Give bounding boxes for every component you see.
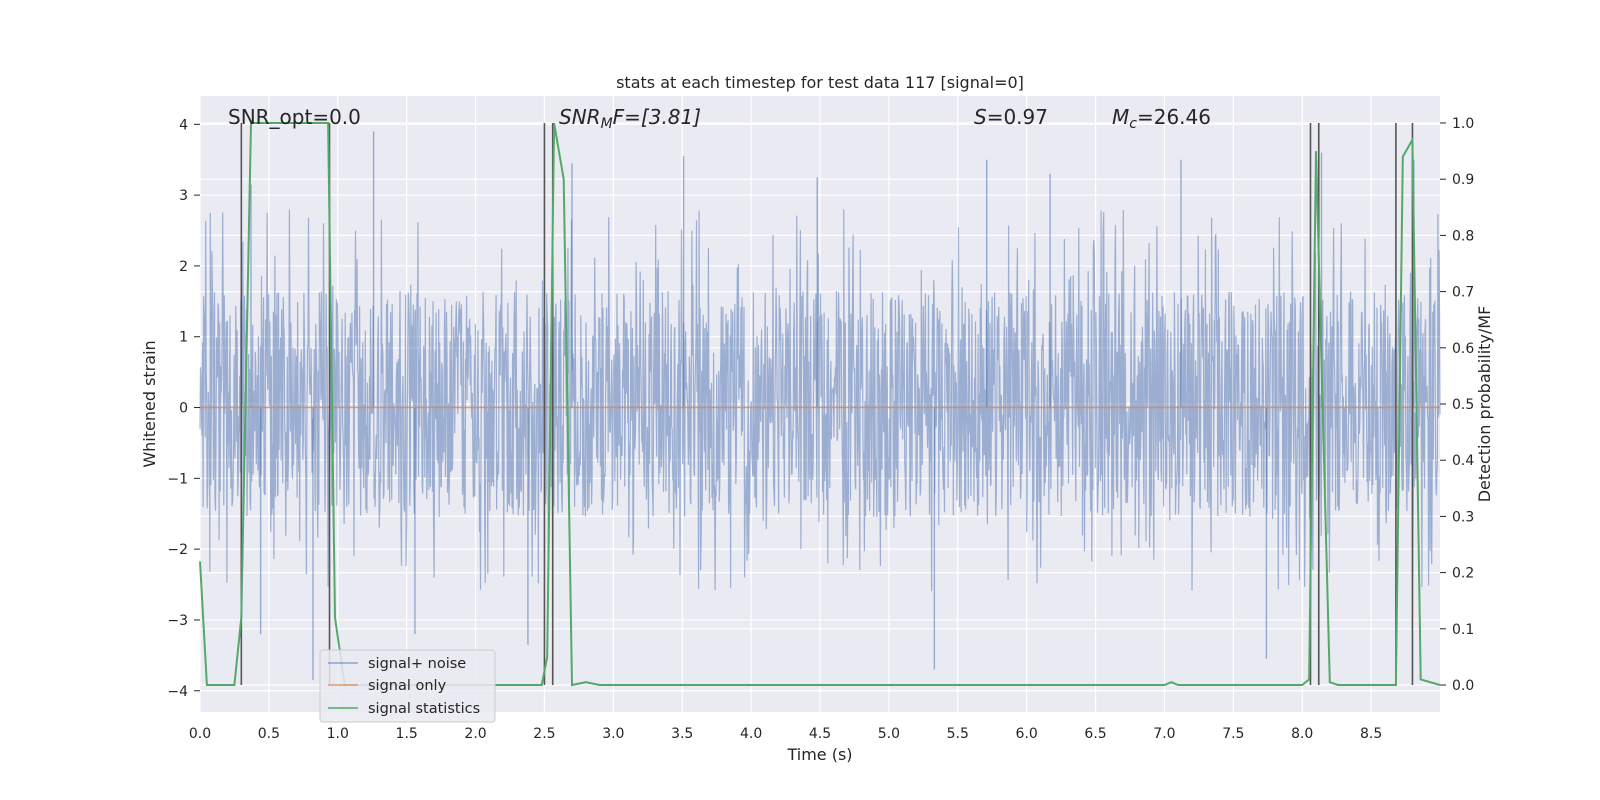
x-tick-label: 8.0 <box>1291 726 1313 742</box>
x-tick-label: 4.0 <box>740 726 762 742</box>
y-tick-label: −1 <box>167 471 188 487</box>
annotation-mc-label: M <box>1112 105 1129 129</box>
signal-noise-line <box>199 209 1441 592</box>
y2-tick-label: 0.6 <box>1452 341 1474 357</box>
y-axis-ticks: 4 3 2 1 0 −1 −2 −3 −4 <box>167 117 200 700</box>
signal-statistics-line <box>199 122 1441 687</box>
x-tick-label: 2.0 <box>464 726 486 742</box>
y-tick-label: −2 <box>167 542 188 558</box>
legend-label-signal-only: signal only <box>368 678 447 694</box>
annotation-mc-sub: c <box>1129 116 1137 132</box>
x-axis-label: Time (s) <box>786 745 852 764</box>
legend-box <box>319 649 496 723</box>
x-tick-label: 7.0 <box>1153 726 1175 742</box>
y2-tick-label: 0.9 <box>1452 172 1474 188</box>
annotation-s: S=0.97 <box>974 105 1048 129</box>
x-tick-label: 6.5 <box>1084 726 1106 742</box>
annotation-s-label: S <box>974 105 987 129</box>
chart-title: stats at each timestep for test data 117… <box>616 73 1024 92</box>
y-tick-label: 0 <box>179 401 188 417</box>
y2-tick-label: 0.1 <box>1452 622 1474 638</box>
y-tick-label: 3 <box>179 188 188 204</box>
annotation-mc-value: =26.46 <box>1137 105 1211 129</box>
y-tick-label: 2 <box>179 259 188 275</box>
annotation-snr-mf-main: SNR <box>559 105 601 129</box>
y2-tick-label: 0.3 <box>1452 509 1474 525</box>
y-tick-label: −4 <box>167 684 188 700</box>
annotation-mc: Mc=26.46 <box>1112 105 1211 132</box>
y2-tick-label: 0.2 <box>1452 566 1474 582</box>
x-tick-label: 2.5 <box>533 726 555 742</box>
annotation-s-value: =0.97 <box>987 105 1048 129</box>
legend: signal+ noise signal only signal statist… <box>319 649 496 723</box>
x-tick-label: 3.0 <box>602 726 624 742</box>
x-axis-ticks: 0.0 0.5 1.0 1.5 2.0 2.5 3.0 3.5 4.0 4.5 5.0 5.5 6.0 6… <box>189 726 1382 742</box>
legend-label-signal-noise: signal+ noise <box>368 656 466 672</box>
annotation-snr-mf: SNRMF=[3.81] <box>559 105 701 132</box>
x-tick-label: 5.5 <box>947 726 969 742</box>
y2-tick-label: 0.7 <box>1452 285 1474 301</box>
legend-label-signal-statistics: signal statistics <box>368 701 480 717</box>
y-axis-label: Whitened strain <box>140 340 159 467</box>
x-tick-label: 0.0 <box>189 726 211 742</box>
annotation-snr-opt: SNR_opt=0.0 <box>228 105 361 129</box>
y2-axis-label: Detection probability/MF <box>1475 306 1494 503</box>
y2-axis-ticks: 1.0 0.9 0.8 0.7 0.6 0.5 0.4 0.3 0.2 0.1 0.0 <box>1440 116 1474 694</box>
y-tick-label: −3 <box>167 613 188 629</box>
x-tick-label: 4.5 <box>809 726 831 742</box>
x-tick-label: 6.0 <box>1016 726 1038 742</box>
y-tick-label: 4 <box>179 117 188 133</box>
y2-tick-label: 0.4 <box>1452 453 1474 469</box>
x-tick-label: 7.5 <box>1222 726 1244 742</box>
annotation-snr-mf-rest: F=[3.81] <box>613 105 701 129</box>
x-tick-label: 0.5 <box>258 726 280 742</box>
y2-tick-label: 0.0 <box>1452 678 1474 694</box>
x-tick-label: 8.5 <box>1360 726 1382 742</box>
annotation-snr-mf-sub: M <box>601 116 613 132</box>
y-tick-label: 1 <box>179 330 188 346</box>
signal-statistics-series <box>199 122 1441 687</box>
x-tick-label: 5.0 <box>878 726 900 742</box>
y2-tick-label: 1.0 <box>1452 116 1474 132</box>
y2-tick-label: 0.8 <box>1452 228 1474 244</box>
x-tick-label: 1.0 <box>327 726 349 742</box>
y2-tick-label: 0.5 <box>1452 397 1474 413</box>
x-tick-label: 1.5 <box>396 726 418 742</box>
x-tick-label: 3.5 <box>671 726 693 742</box>
